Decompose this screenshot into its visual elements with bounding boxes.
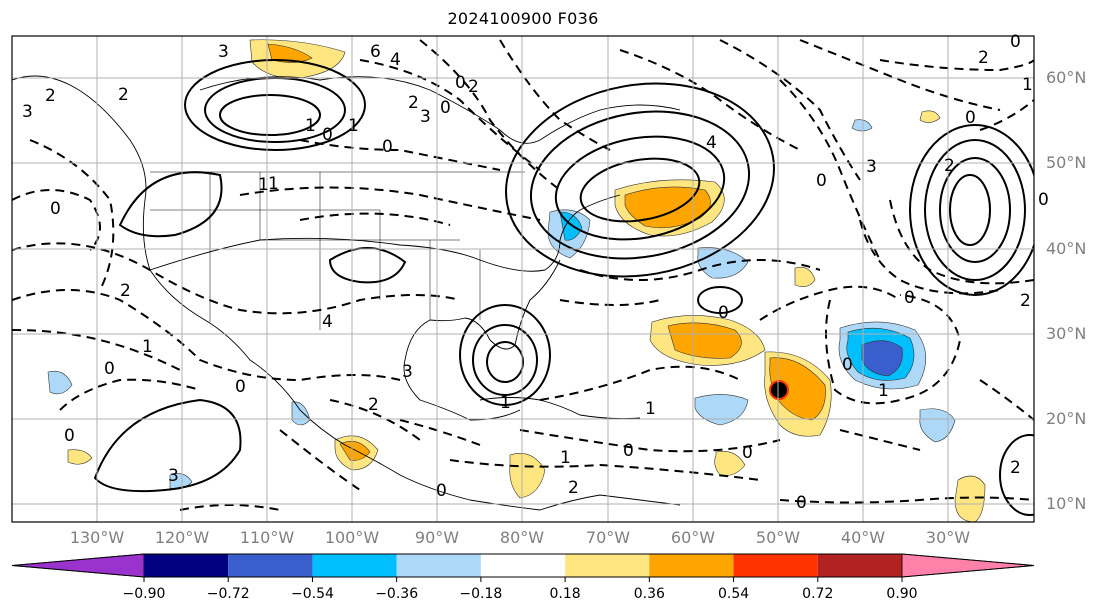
contour-label: 3 [22, 102, 33, 122]
storm-marker [769, 380, 789, 400]
contour-label: 0 [50, 199, 61, 219]
contour-label: 0 [455, 73, 466, 93]
contour-label: 0 [718, 303, 729, 323]
colorbar-tick-label: 0.72 [802, 586, 834, 602]
contour-label: 4 [390, 50, 401, 70]
contour-label: 0 [904, 288, 915, 308]
colorbar-tick-label: −0.72 [206, 586, 250, 602]
lon-label-130w: 130°W [69, 528, 125, 547]
colorbar-tick-label: 0.18 [549, 586, 581, 602]
contour-label: 0 [1038, 190, 1049, 210]
map-title: 2024100900 F036 [447, 9, 599, 28]
contour-label: 2 [118, 85, 129, 105]
lat-label-60n: 60°N [1046, 68, 1087, 87]
lat-label-50n: 50°N [1046, 153, 1087, 172]
contour-label: 0 [104, 359, 115, 379]
lat-label-30n: 30°N [1046, 324, 1087, 343]
lon-label-90w: 90°W [414, 528, 460, 547]
contour-label: 0 [322, 125, 333, 145]
contour-label: 0 [816, 171, 827, 191]
lon-label-40w: 40°W [840, 528, 886, 547]
contour-label: 0 [64, 426, 75, 446]
lat-label-20n: 20°N [1046, 409, 1087, 428]
colorbar-tick-label: −0.36 [375, 586, 419, 602]
dashed-contours [12, 39, 1034, 511]
colorbar-tick-label: 0.54 [717, 586, 750, 602]
lon-label-110w: 110°W [239, 528, 295, 547]
contour-label: 0 [796, 493, 807, 513]
contour-label: 2 [1010, 458, 1021, 478]
contour-label: 0 [842, 355, 853, 375]
lon-label-120w: 120°W [154, 528, 210, 547]
lat-label-40n: 40°N [1046, 239, 1087, 258]
contour-label: 2 [944, 156, 955, 176]
lon-label-80w: 80°W [499, 528, 545, 547]
contour-label: 1 [305, 116, 316, 136]
contour-label: 1 [878, 381, 889, 401]
map-frame [11, 35, 1035, 523]
contour-label: 0 [382, 137, 393, 157]
colorbar-tick-label: −0.90 [122, 586, 166, 602]
contour-label: 1 [258, 175, 269, 195]
contour-label: 2 [120, 281, 131, 301]
contour-label: 3 [866, 157, 877, 177]
lat-label-10n: 10°N [1046, 494, 1087, 513]
lon-label-70w: 70°W [585, 528, 631, 547]
contour-label: 0 [235, 377, 246, 397]
contour-label: 2 [368, 395, 379, 415]
contour-label: 3 [402, 362, 413, 382]
lon-label-50w: 50°W [755, 528, 801, 547]
contour-label: 3 [420, 107, 431, 127]
shaded-anomaly-regions [47, 39, 986, 522]
contour-label: 0 [623, 441, 634, 461]
colorbar-tick-label: 0.90 [886, 586, 918, 602]
colorbar-tick-label: 0.36 [633, 586, 665, 602]
contour-label: 1 [645, 399, 656, 419]
contour-label: 4 [706, 133, 717, 153]
contour-label: 2 [468, 77, 479, 97]
contour-label: 4 [322, 312, 333, 332]
solid-contours [93, 59, 1034, 516]
gridlines [12, 36, 1034, 522]
colorbar-tick-label: −0.18 [459, 586, 503, 602]
lon-label-100w: 100°W [324, 528, 380, 547]
contour-label: 0 [1010, 32, 1021, 52]
contour-label: 2 [1020, 291, 1031, 311]
lon-label-30w: 30°W [925, 528, 971, 547]
contour-label: 1 [560, 448, 571, 468]
contour-label: 2 [568, 478, 579, 498]
contour-label: 2 [45, 86, 56, 106]
contour-label: 2 [978, 48, 989, 68]
contour-label: 1 [348, 116, 359, 136]
contour-label: 1 [1022, 75, 1033, 95]
contour-label: 1 [268, 174, 279, 194]
contour-label: 1 [500, 393, 511, 413]
contour-label: 1 [142, 337, 153, 357]
contour-label: 0 [440, 98, 451, 118]
lon-label-60w: 60°W [670, 528, 716, 547]
contour-label: 0 [742, 443, 753, 463]
contour-label: 3 [218, 42, 229, 62]
contour-label: 0 [436, 481, 447, 501]
colorbar-tick-label: −0.54 [290, 586, 334, 602]
contour-label: 2 [408, 93, 419, 113]
contour-label: 3 [168, 466, 179, 486]
contour-label: 0 [965, 108, 976, 128]
contour-label: 6 [370, 42, 381, 62]
